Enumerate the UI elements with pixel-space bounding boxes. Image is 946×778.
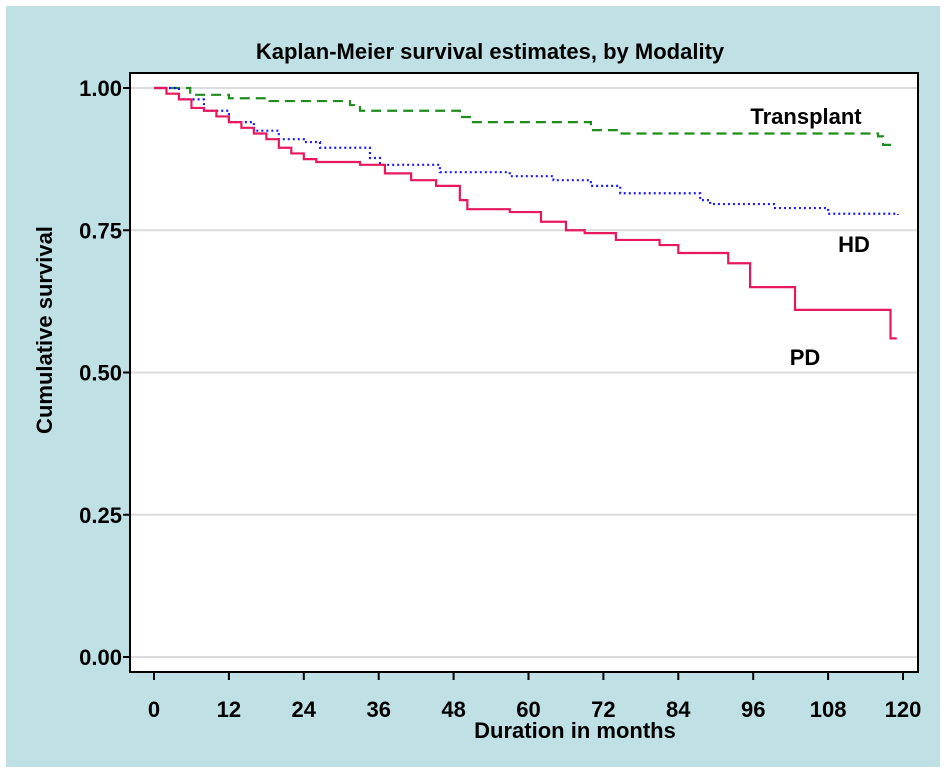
x-tick-label: 72: [591, 697, 615, 722]
y-tick-label: 0.00: [79, 645, 122, 670]
chart-title: Kaplan-Meier survival estimates, by Moda…: [256, 39, 725, 64]
y-tick-label: 1.00: [79, 76, 122, 101]
x-tick-label: 0: [148, 697, 160, 722]
series-label: Transplant: [750, 104, 862, 129]
y-tick-label: 0.75: [79, 218, 122, 243]
y-tick-label: 0.25: [79, 503, 122, 528]
x-axis-label: Duration in months: [474, 718, 676, 743]
x-tick-label: 12: [217, 697, 241, 722]
x-tick-label: 84: [666, 697, 691, 722]
x-tick-label: 120: [885, 697, 922, 722]
x-tick-label: 24: [292, 697, 317, 722]
x-tick-label: 96: [741, 697, 765, 722]
series-label: HD: [838, 232, 870, 257]
x-tick-label: 108: [810, 697, 847, 722]
y-axis-label: Cumulative survival: [32, 226, 57, 434]
x-tick-label: 48: [441, 697, 465, 722]
survival-curve: [154, 86, 894, 146]
survival-curve: [154, 86, 897, 340]
y-tick-label: 0.50: [79, 361, 122, 386]
x-tick-label: 36: [366, 697, 390, 722]
survival-curve: [154, 86, 900, 215]
series-label: PD: [790, 345, 821, 370]
x-tick-label: 60: [516, 697, 540, 722]
